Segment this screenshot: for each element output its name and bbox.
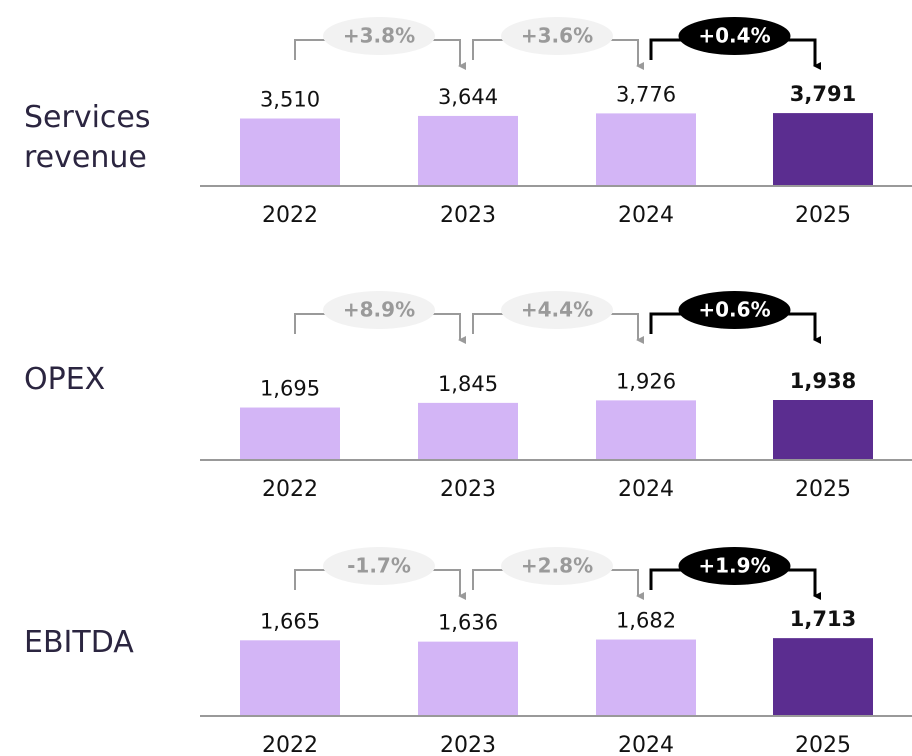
value-label: 3,644: [438, 85, 498, 109]
bar: [773, 638, 873, 716]
bar: [596, 113, 696, 186]
bar: [240, 640, 340, 716]
bar: [596, 400, 696, 460]
value-label: 1,845: [438, 372, 498, 396]
x-tick-label: 2024: [618, 203, 674, 228]
change-bubble: [323, 291, 435, 329]
change-label: +2.8%: [521, 554, 593, 578]
change-bubble: [501, 17, 613, 55]
x-tick-label: 2023: [440, 733, 496, 756]
bar: [596, 639, 696, 716]
value-label: 1,695: [260, 377, 320, 401]
x-tick-label: 2025: [795, 733, 851, 756]
x-tick-label: 2023: [440, 203, 496, 228]
change-label: +0.4%: [698, 24, 770, 48]
x-tick-label: 2025: [795, 477, 851, 502]
change-bubble: [323, 17, 435, 55]
x-tick-label: 2024: [618, 477, 674, 502]
value-label: 3,791: [790, 82, 856, 106]
value-label: 1,682: [616, 609, 676, 633]
change-label: -1.7%: [347, 554, 411, 578]
bar: [418, 402, 518, 460]
change-label: +4.4%: [521, 298, 593, 322]
bar: [773, 113, 873, 186]
change-bubble: [678, 547, 791, 585]
x-tick-label: 2023: [440, 477, 496, 502]
change-bubble: [501, 547, 613, 585]
bar: [418, 115, 518, 186]
value-label: 3,776: [616, 82, 676, 106]
x-tick-label: 2022: [262, 203, 318, 228]
change-bubble: [678, 291, 791, 329]
value-label: 1,926: [616, 369, 676, 393]
change-bubble: [678, 17, 791, 55]
x-tick-label: 2025: [795, 203, 851, 228]
row-title: EBITDA: [24, 625, 134, 660]
row-title: Services revenue: [24, 100, 151, 175]
x-tick-label: 2022: [262, 477, 318, 502]
value-label: 3,510: [260, 88, 320, 112]
change-label: +8.9%: [343, 298, 415, 322]
bar: [418, 641, 518, 716]
value-label: 1,665: [260, 609, 320, 633]
bar: [240, 407, 340, 460]
change-bubble: [501, 291, 613, 329]
change-label: +3.8%: [343, 24, 415, 48]
value-label: 1,636: [438, 611, 498, 635]
value-label: 1,938: [790, 369, 856, 393]
value-label: 1,713: [790, 607, 856, 631]
x-tick-label: 2024: [618, 733, 674, 756]
bar: [773, 400, 873, 460]
x-tick-label: 2022: [262, 733, 318, 756]
change-bubble: [323, 547, 435, 585]
change-label: +0.6%: [698, 298, 770, 322]
change-label: +3.6%: [521, 24, 593, 48]
bar: [240, 118, 340, 186]
change-label: +1.9%: [698, 554, 770, 578]
row-title: OPEX: [24, 362, 106, 397]
